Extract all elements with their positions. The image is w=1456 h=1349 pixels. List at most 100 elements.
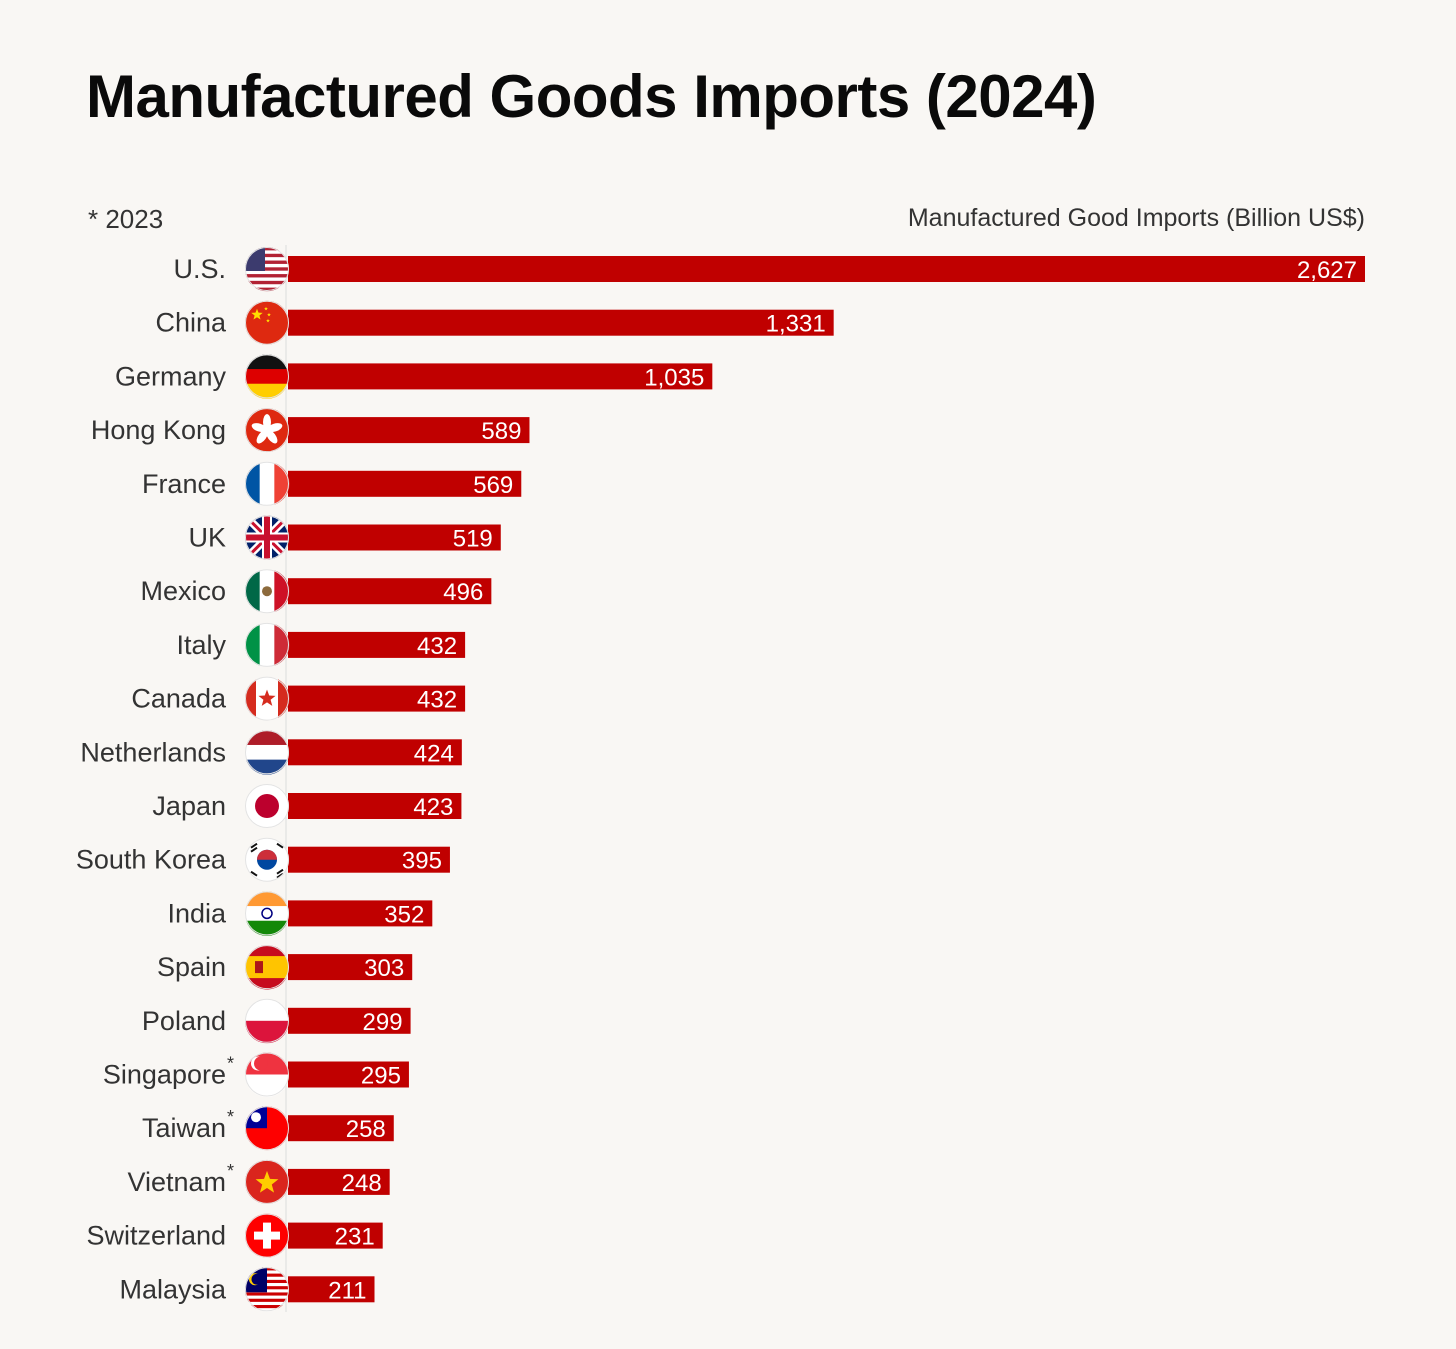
category-label: Mexico bbox=[140, 576, 226, 606]
hong-kong-flag-icon bbox=[245, 408, 289, 453]
mexico-flag-icon bbox=[245, 569, 290, 614]
bar bbox=[288, 846, 450, 873]
value-label: 496 bbox=[443, 579, 483, 606]
france-flag-icon bbox=[245, 461, 290, 506]
bar-row: Singapore * 295 bbox=[103, 1052, 409, 1097]
bar bbox=[288, 578, 492, 605]
china-flag-icon bbox=[245, 300, 289, 345]
poland-flag-icon bbox=[245, 998, 289, 1044]
india-flag-icon bbox=[245, 891, 289, 936]
bar-row: Germany 1,035 bbox=[115, 354, 713, 399]
asterisk-mark: * bbox=[227, 1107, 234, 1127]
bar bbox=[288, 1222, 383, 1249]
value-label: 424 bbox=[414, 740, 454, 767]
category-label: Japan bbox=[152, 791, 226, 821]
value-label: 248 bbox=[342, 1170, 382, 1197]
category-label: South Korea bbox=[76, 845, 227, 875]
bar bbox=[288, 1168, 390, 1195]
bar-row: Italy 432 bbox=[176, 622, 466, 667]
axis-unit-label: Manufactured Good Imports (Billion US$) bbox=[907, 204, 1365, 232]
bar-row: France 569 bbox=[142, 461, 522, 506]
japan-flag-icon bbox=[245, 784, 289, 828]
bar bbox=[288, 470, 522, 497]
category-label: Switzerland bbox=[86, 1221, 226, 1251]
bar-row: U.S. 2,627 bbox=[173, 247, 1365, 292]
value-label: 423 bbox=[413, 794, 453, 821]
bar bbox=[288, 954, 413, 981]
bar-row: China 1,331 bbox=[155, 300, 834, 345]
asterisk-mark: * bbox=[227, 1054, 234, 1074]
category-label: Netherlands bbox=[80, 737, 226, 767]
category-label: Hong Kong bbox=[91, 415, 226, 445]
value-label: 569 bbox=[473, 472, 513, 499]
bar-row: UK 519 bbox=[188, 515, 501, 560]
netherlands-flag-icon bbox=[245, 730, 289, 775]
value-label: 352 bbox=[384, 901, 424, 928]
malaysia-flag-icon bbox=[245, 1267, 289, 1312]
bar-row: Vietnam * 248 bbox=[127, 1159, 390, 1204]
bar-row: Malaysia 211 bbox=[119, 1267, 375, 1312]
bar-row: Canada 432 bbox=[131, 676, 466, 721]
bar-row: Hong Kong 589 bbox=[91, 408, 530, 453]
bar bbox=[288, 685, 466, 712]
category-label: France bbox=[142, 469, 226, 499]
value-label: 211 bbox=[328, 1277, 366, 1304]
value-label: 1,035 bbox=[644, 364, 704, 391]
spain-flag-icon bbox=[245, 945, 289, 990]
bar bbox=[288, 1007, 411, 1034]
canada-flag-icon bbox=[245, 676, 290, 721]
value-label: 432 bbox=[417, 687, 457, 714]
category-label: Singapore bbox=[103, 1060, 226, 1090]
bar bbox=[288, 524, 501, 551]
switzerland-flag-icon bbox=[245, 1213, 289, 1258]
value-label: 258 bbox=[346, 1116, 386, 1143]
italy-flag-icon bbox=[245, 622, 290, 667]
bar bbox=[288, 417, 530, 444]
value-label: 295 bbox=[361, 1063, 401, 1090]
bar-row: Japan 423 bbox=[152, 784, 462, 828]
category-label: Canada bbox=[131, 684, 227, 714]
category-label: Malaysia bbox=[119, 1274, 227, 1304]
bar bbox=[288, 1115, 394, 1142]
value-label: 395 bbox=[402, 848, 442, 875]
germany-flag-icon bbox=[245, 354, 289, 399]
bar-row: Spain 303 bbox=[157, 945, 413, 990]
value-label: 519 bbox=[453, 526, 493, 553]
bar-row: India 352 bbox=[167, 891, 433, 936]
bar-row: South Korea 395 bbox=[76, 837, 450, 882]
bar bbox=[288, 1276, 375, 1303]
category-label: China bbox=[155, 308, 227, 338]
category-label: UK bbox=[188, 523, 226, 553]
category-label: Germany bbox=[115, 361, 227, 391]
category-label: Poland bbox=[142, 1006, 226, 1036]
bar bbox=[288, 1061, 409, 1088]
value-label: 231 bbox=[335, 1224, 375, 1251]
bar bbox=[288, 900, 433, 927]
bar-row: Netherlands 424 bbox=[80, 730, 462, 775]
bar-row: Mexico 496 bbox=[140, 569, 492, 614]
category-label: Vietnam bbox=[127, 1167, 226, 1197]
value-label: 432 bbox=[417, 633, 457, 660]
value-label: 299 bbox=[363, 1009, 403, 1036]
vietnam-flag-icon bbox=[245, 1159, 289, 1204]
category-label: U.S. bbox=[173, 254, 226, 284]
value-label: 1,331 bbox=[766, 311, 826, 338]
category-label: Italy bbox=[176, 630, 226, 660]
footnote-year: * 2023 bbox=[88, 204, 164, 234]
taiwan-flag-icon bbox=[245, 1106, 289, 1151]
uk-flag-icon bbox=[245, 515, 289, 560]
us-flag-icon bbox=[245, 247, 289, 292]
bar bbox=[288, 363, 713, 390]
bar-row: Taiwan * 258 bbox=[142, 1106, 394, 1151]
bar bbox=[288, 631, 466, 658]
bar-row: Poland 299 bbox=[142, 998, 411, 1044]
bar bbox=[288, 309, 834, 336]
category-label: Taiwan bbox=[142, 1113, 226, 1143]
bar bbox=[288, 793, 462, 819]
singapore-flag-icon bbox=[245, 1052, 289, 1097]
value-label: 303 bbox=[364, 955, 404, 982]
bar-row: Switzerland 231 bbox=[86, 1213, 383, 1258]
category-label: India bbox=[167, 898, 227, 928]
